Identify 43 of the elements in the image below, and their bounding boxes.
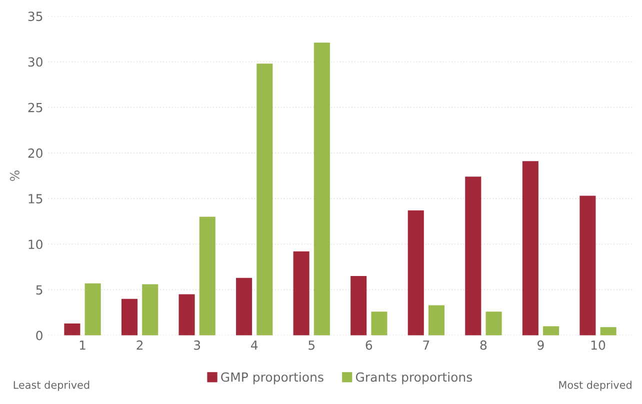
x-tick-label: 1	[80, 340, 86, 350]
y-tick-label: 0	[36, 330, 42, 340]
bar	[236, 278, 252, 336]
bar	[543, 326, 560, 336]
y-axis-title: %	[10, 170, 20, 181]
text: Least deprived	[14, 380, 90, 391]
bar	[178, 294, 195, 336]
bar	[64, 323, 80, 336]
x-tick-label: 5	[308, 340, 315, 350]
x-tick-label: 8	[480, 340, 487, 350]
bar	[84, 283, 101, 336]
x-tick-label: 6	[366, 340, 372, 350]
bar	[121, 298, 138, 336]
y-tick-label: 15	[28, 194, 42, 204]
y-tick-label: 30	[28, 57, 42, 67]
bar	[371, 312, 388, 336]
x-tick-label: 9	[538, 340, 544, 350]
x-tick-label: 10	[591, 340, 606, 350]
x-tick-label: 3	[194, 340, 200, 350]
bar	[486, 312, 502, 336]
text: Most deprived	[559, 380, 632, 391]
bar	[314, 42, 330, 336]
x-tick-label: 7	[423, 340, 430, 350]
bar	[199, 216, 216, 336]
y-tick-label: 25	[28, 102, 42, 112]
bar	[408, 210, 424, 336]
bar	[256, 64, 273, 336]
bar	[580, 196, 596, 336]
bar	[522, 161, 538, 336]
bar	[428, 305, 445, 336]
y-tick-label: 35	[28, 12, 42, 22]
bar	[142, 284, 158, 336]
bar	[350, 276, 367, 336]
y-tick-label: 5	[36, 285, 42, 295]
bar	[600, 327, 616, 336]
legend-label: Grants proportions	[356, 372, 472, 384]
bar	[293, 251, 310, 336]
legend-label: GMP proportions	[221, 372, 324, 384]
x-tick-label: 2	[136, 340, 143, 350]
y-tick-label: 20	[28, 148, 42, 158]
y-tick-label: 10	[28, 240, 42, 250]
bar	[465, 176, 482, 336]
x-tick-label: 4	[250, 340, 258, 350]
